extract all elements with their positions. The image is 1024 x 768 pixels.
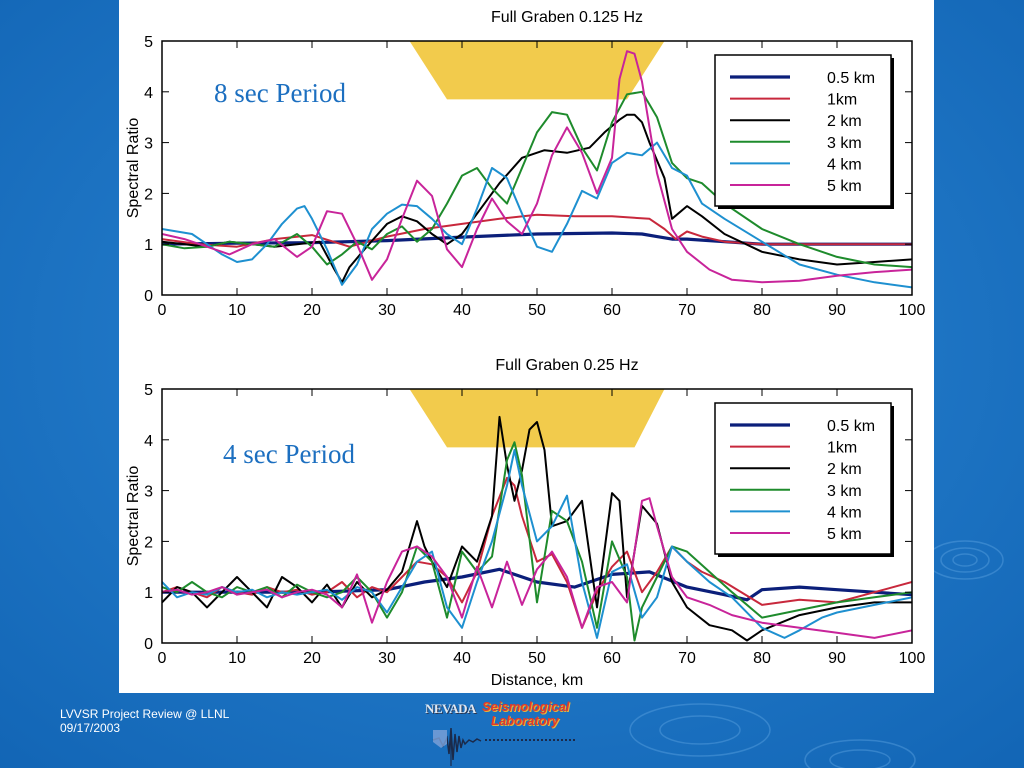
- top-x-tick-label: 40: [453, 302, 471, 319]
- top-x-tick-label: 50: [528, 302, 546, 319]
- chart-bottom: Full Graben 0.25 Hz0 10 20 30 40 50 60 70 80 90 10…: [125, 357, 926, 689]
- bottom-legend-label-2: 2 km: [827, 461, 862, 478]
- bottom-legend-label-4: 4 km: [827, 504, 862, 521]
- bottom-x-tick-label: 60: [603, 650, 621, 667]
- bottom-legend-label-3: 3 km: [827, 483, 862, 500]
- top-x-tick-label: 10: [228, 302, 246, 319]
- top-x-tick-label: 80: [753, 302, 771, 319]
- bottom-x-tick-label: 20: [303, 650, 321, 667]
- top-legend-label-3: 3 km: [827, 135, 862, 152]
- top-series-line-3: [162, 90, 912, 269]
- bottom-x-tick-label: 90: [828, 650, 846, 667]
- bottom-series-line-5: [162, 497, 912, 639]
- top-chart-title: Full Graben 0.125 Hz: [491, 9, 643, 26]
- bottom-y-tick-label: 5: [144, 382, 153, 399]
- top-y-tick-label: 2: [144, 186, 153, 203]
- bottom-x-tick-label: 0: [158, 650, 167, 667]
- bottom-legend-label-1: 1km: [827, 440, 857, 457]
- top-period-annotation: 8 sec Period: [214, 78, 346, 108]
- ripple-decoration: [629, 540, 1004, 768]
- bottom-y-tick-label: 3: [144, 484, 153, 501]
- bottom-period-annotation: 4 sec Period: [223, 439, 355, 469]
- bottom-x-tick-label: 80: [753, 650, 771, 667]
- top-y-tick-label: 3: [144, 136, 153, 153]
- bottom-y-tick-label: 1: [144, 585, 153, 602]
- seismogram-icon: [432, 727, 575, 766]
- top-legend-label-2: 2 km: [827, 113, 862, 130]
- bottom-chart-title: Full Graben 0.25 Hz: [495, 357, 638, 374]
- bottom-y-tick-label: 0: [144, 636, 153, 653]
- top-y-tick-label: 4: [144, 85, 153, 102]
- bottom-x-tick-label: 10: [228, 650, 246, 667]
- logo-laboratory-text: Laboratory: [491, 713, 559, 728]
- top-legend-box: [714, 54, 892, 207]
- top-legend-label-0: 0.5 km: [827, 70, 875, 87]
- footer-date: 09/17/2003: [60, 721, 121, 735]
- top-graben-shape: [409, 41, 665, 100]
- top-series-line-5: [162, 50, 912, 284]
- footer-project: LVVSR Project Review @ LLNL: [60, 707, 230, 721]
- top-x-tick-label: 30: [378, 302, 396, 319]
- chart-panel: Full Graben 0.125 Hz 0 10 20 30 40 50 60 70 80 90 1…: [119, 0, 934, 693]
- bottom-legend-label-0: 0.5 km: [827, 418, 875, 435]
- bottom-y-axis-label: Spectral Ratio: [125, 466, 142, 567]
- top-x-tick-label: 70: [678, 302, 696, 319]
- bottom-y-tick-label: 2: [144, 534, 153, 551]
- bottom-legend-label-5: 5 km: [827, 526, 862, 543]
- bottom-series-line-3: [162, 441, 912, 642]
- bottom-legend-box: [714, 402, 892, 555]
- footer: LVVSR Project Review @ LLNL 09/17/2003: [60, 707, 229, 735]
- top-x-tick-label: 90: [828, 302, 846, 319]
- bottom-graben-shape: [409, 389, 665, 448]
- top-x-tick-label: 60: [603, 302, 621, 319]
- bottom-x-tick-label: 40: [453, 650, 471, 667]
- bottom-series-line-4: [162, 449, 912, 639]
- top-legend-label-5: 5 km: [827, 178, 862, 195]
- top-x-tick-label: 0: [158, 302, 167, 319]
- bottom-series-line-2: [162, 415, 912, 642]
- top-x-tick-label: 20: [303, 302, 321, 319]
- top-series-line-1: [162, 213, 912, 248]
- logo-seismological-text: Seismological: [482, 699, 570, 714]
- top-y-tick-label: 1: [144, 237, 153, 254]
- top-y-tick-label: 5: [144, 34, 153, 51]
- chart-top: Full Graben 0.125 Hz0 10 20 30 40 50 60 70 80 90 1…: [125, 9, 926, 319]
- nevada-seismological-laboratory-logo: NEVADA Seismological Laboratory: [425, 698, 595, 768]
- bottom-x-tick-label: 50: [528, 650, 546, 667]
- logo-nevada-text: NEVADA: [425, 701, 476, 716]
- top-y-axis-label: Spectral Ratio: [125, 118, 142, 219]
- top-legend-label-1: 1km: [827, 92, 857, 109]
- top-legend-label-4: 4 km: [827, 156, 862, 173]
- bottom-x-axis-label: Distance, km: [491, 672, 583, 689]
- bottom-x-tick-label: 30: [378, 650, 396, 667]
- top-y-tick-label: 0: [144, 288, 153, 305]
- bottom-x-tick-label: 100: [899, 650, 926, 667]
- top-x-tick-label: 100: [899, 302, 926, 319]
- bottom-x-tick-label: 70: [678, 650, 696, 667]
- bottom-y-tick-label: 4: [144, 433, 153, 450]
